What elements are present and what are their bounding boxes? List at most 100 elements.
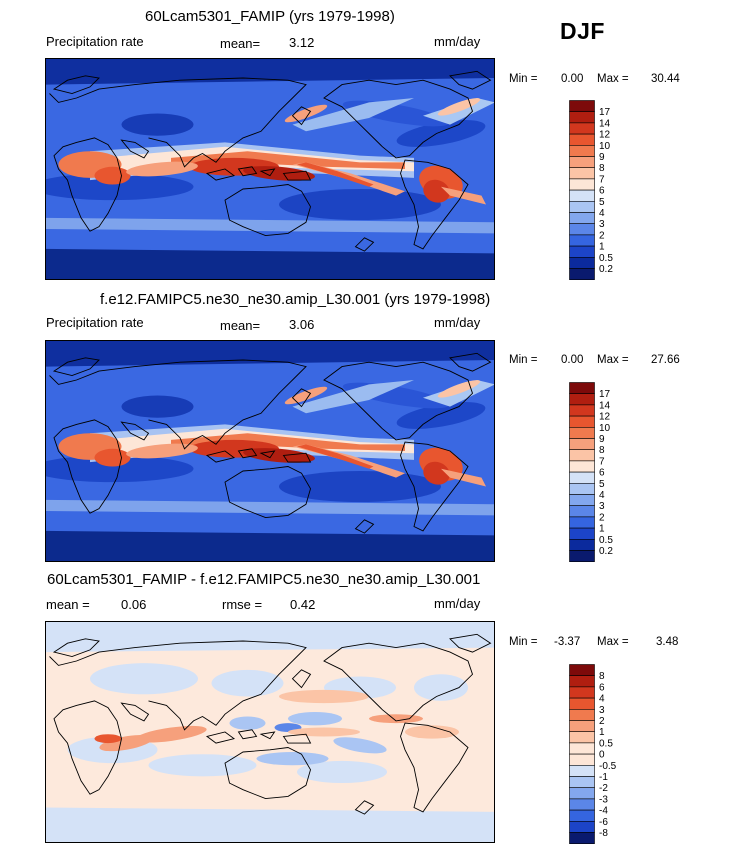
coastline <box>53 419 122 514</box>
colorbar-tick-label: 2 <box>599 512 605 523</box>
colorbar-swatch <box>569 111 595 124</box>
panel1-min-value: 0.00 <box>561 73 584 85</box>
colorbar-swatch <box>569 245 595 258</box>
panel1-units: mm/day <box>434 34 481 49</box>
coastline <box>205 450 236 463</box>
coastline <box>259 168 276 177</box>
colorbar-tick-label: 0 <box>599 750 605 761</box>
diff-blob <box>90 663 198 695</box>
coastline <box>237 166 258 177</box>
colorbar-swatch <box>569 505 595 518</box>
colorbar-swatch <box>569 494 595 506</box>
colorbar-tick-label: 4 <box>599 694 605 705</box>
colorbar-swatch <box>569 798 595 811</box>
colorbar-swatch <box>569 393 595 406</box>
colorbar-tick-label: 14 <box>599 118 611 129</box>
indian-ocean-rain <box>126 161 198 177</box>
colorbar-tick-label: -3 <box>599 794 608 805</box>
colorbar-swatch <box>569 742 595 755</box>
diff-negative <box>288 712 342 726</box>
polar-dry-north <box>45 58 495 85</box>
panel3-mean-label: mean = <box>46 597 90 612</box>
coastline <box>52 75 100 94</box>
colorbar-swatch <box>569 426 595 439</box>
colorbar-swatch <box>569 234 595 247</box>
colorbar-swatch <box>569 686 595 699</box>
colorbar-tick-label: 9 <box>599 152 605 163</box>
dry-zone <box>279 470 441 503</box>
colorbar-tick-label: 3 <box>599 501 605 512</box>
panel2-map <box>45 340 495 562</box>
diff-positive <box>135 725 207 743</box>
coastline <box>323 642 474 722</box>
coastline <box>237 729 258 740</box>
colorbar-tick-label: 5 <box>599 197 605 208</box>
diff-positive <box>279 689 369 704</box>
colorbar-swatch <box>569 516 595 529</box>
africa-rain <box>94 448 131 467</box>
panel2-title: f.e12.FAMIPC5.ne30_ne30.amip_L30.001 (yr… <box>100 291 491 308</box>
maritime-continent-rain <box>243 448 315 463</box>
colorbar-swatch <box>569 809 595 822</box>
coastline <box>49 640 307 731</box>
panel1-variable-label: Precipitation rate <box>46 34 144 49</box>
colorbar-tick-label: 3 <box>599 219 605 230</box>
coastline <box>49 359 307 450</box>
colorbar-tick-label: -2 <box>599 783 608 794</box>
panel2-variable-label: Precipitation rate <box>46 315 144 330</box>
season-label: DJF <box>560 18 605 44</box>
colorbar-swatch <box>569 201 595 213</box>
colorbar-tick-label: 3 <box>599 705 605 716</box>
diff-blob <box>297 760 387 784</box>
coastline <box>259 731 276 740</box>
colorbar-swatch <box>569 832 595 844</box>
colorbar-tick-label: -4 <box>599 806 608 817</box>
colorbar-tick-label: 0.5 <box>599 738 613 749</box>
colorbar-swatch <box>569 776 595 788</box>
panel1-min-label: Min = <box>509 73 538 85</box>
coastline <box>224 184 311 237</box>
map-svg <box>45 58 495 280</box>
colorbar-tick-label: -8 <box>599 828 608 839</box>
colorbar-swatch <box>569 471 595 484</box>
indian-ocean-rain <box>126 443 198 459</box>
colorbar-tick-label: 7 <box>599 456 605 467</box>
storm-track-south <box>45 217 495 234</box>
panel2-units: mm/day <box>434 315 481 330</box>
coastline <box>259 450 276 459</box>
coastline <box>52 638 100 657</box>
colorbar-tick-label: 2 <box>599 230 605 241</box>
dry-zone <box>396 120 486 147</box>
colorbar-swatch <box>569 483 595 495</box>
panel2-max-label: Max = <box>597 354 629 366</box>
panel3-rmse-label: rmse = <box>222 597 263 612</box>
diff-blob <box>414 674 468 701</box>
coastline <box>52 357 100 376</box>
colorbar-tick-label: 6 <box>599 468 605 479</box>
panel1-colorbar: 17 14 12 10 9 8 7 6 5 4 3 2 1 0.5 0.2 <box>569 100 649 281</box>
coastline <box>449 633 492 653</box>
panel1-max-label: Max = <box>597 73 629 85</box>
africa-rain <box>94 166 131 185</box>
colorbar-swatch <box>569 415 595 428</box>
coastline <box>400 441 469 532</box>
colorbar-swatch <box>569 133 595 146</box>
map-frame <box>45 340 495 562</box>
coastline <box>400 159 469 250</box>
storm-track-pacific <box>292 97 414 132</box>
colorbar-tick-label: 4 <box>599 490 605 501</box>
colorbar-tick-label: 10 <box>599 141 611 152</box>
panel1-map <box>45 58 495 280</box>
dry-zone <box>121 113 194 136</box>
coastline <box>205 731 236 744</box>
coastline <box>120 139 150 159</box>
colorbar-swatch <box>569 223 595 236</box>
coastline <box>224 466 311 519</box>
panel2-max-value: 27.66 <box>651 354 680 366</box>
colorbar-tick-label: 5 <box>599 479 605 490</box>
diff-north <box>45 621 495 653</box>
diff-negative <box>229 716 266 730</box>
itcz <box>171 151 405 169</box>
